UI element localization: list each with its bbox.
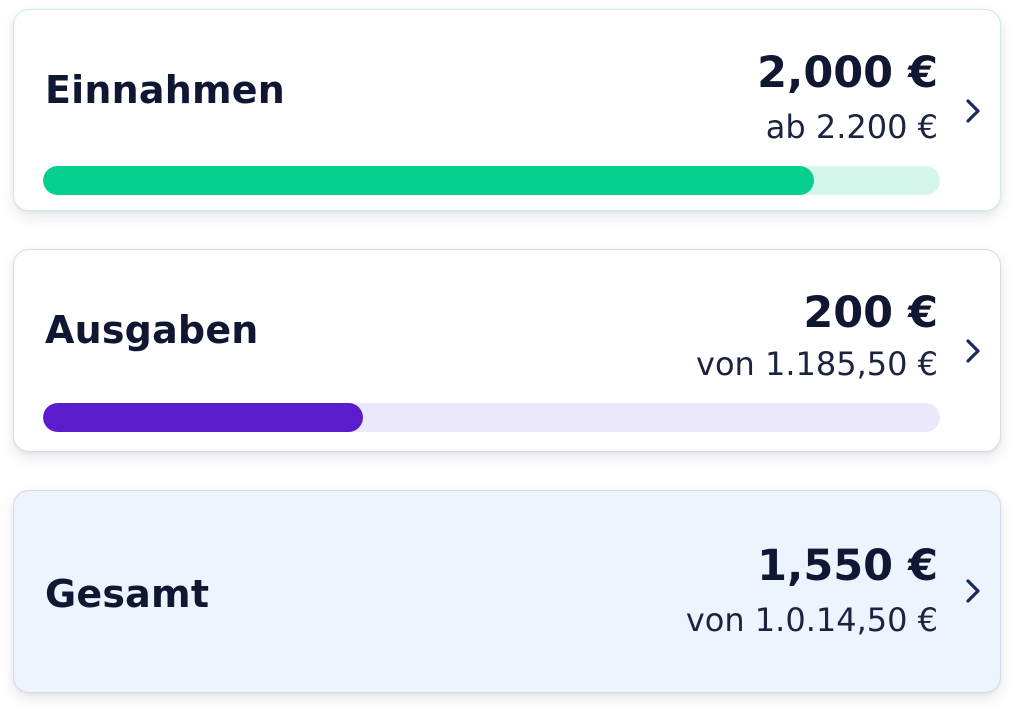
income-amount: 2,000 € xyxy=(757,48,938,98)
income-label: Einnahmen xyxy=(45,68,286,112)
expenses-amount: 200 € xyxy=(803,288,938,338)
expenses-budget: von 1.185,50 € xyxy=(696,345,938,383)
expenses-card[interactable]: Ausgaben 200 € von 1.185,50 € xyxy=(13,249,1001,452)
chevron-right-icon[interactable] xyxy=(962,96,984,126)
income-progress-fill xyxy=(43,166,814,195)
income-progress-track xyxy=(43,166,940,195)
total-budget: von 1.0.14,50 € xyxy=(685,601,938,639)
chevron-right-icon[interactable] xyxy=(962,336,984,366)
income-target: ab 2.200 € xyxy=(765,108,938,146)
chevron-right-icon[interactable] xyxy=(962,576,984,606)
expenses-progress-fill xyxy=(43,403,364,432)
total-amount: 1,550 € xyxy=(757,541,938,591)
income-card[interactable]: Einnahmen 2,000 € ab 2.200 € xyxy=(13,9,1001,211)
expenses-progress-track xyxy=(43,403,940,432)
expenses-label: Ausgaben xyxy=(45,308,259,352)
total-label: Gesamt xyxy=(45,572,210,616)
total-card[interactable]: Gesamt 1,550 € von 1.0.14,50 € xyxy=(13,490,1001,693)
